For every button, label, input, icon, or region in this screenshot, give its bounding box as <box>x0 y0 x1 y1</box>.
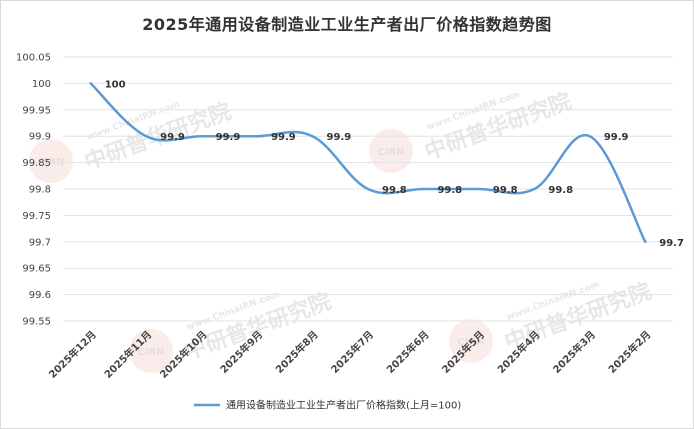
watermark-logo-circle <box>129 329 173 373</box>
watermark-logo-circle <box>449 319 493 363</box>
data-label: 99.9 <box>327 132 352 143</box>
legend: 通用设备制造业工业生产者出厂价格指数(上月=100) <box>194 399 461 412</box>
x-tick-label: 2025年8月 <box>273 328 321 376</box>
data-label: 100 <box>105 79 126 90</box>
x-tick-label: 2025年6月 <box>384 328 432 376</box>
chart-title: 2025年通用设备制造业工业生产者出厂价格指数趋势图 <box>142 15 552 34</box>
watermark-logo: CIRN <box>457 337 484 348</box>
legend-label: 通用设备制造业工业生产者出厂价格指数(上月=100) <box>226 399 461 412</box>
watermark-logo: CIRN <box>377 147 404 158</box>
data-label: 99.9 <box>160 132 185 143</box>
data-label: 99.7 <box>659 238 684 249</box>
y-tick-label: 100 <box>32 79 51 90</box>
y-tick-label: 99.6 <box>29 290 51 301</box>
y-tick-label: 99.8 <box>29 185 51 196</box>
data-label: 99.8 <box>548 185 573 196</box>
y-tick-label: 99.75 <box>22 211 51 222</box>
data-labels: 100 99.9 99.9 99.9 99.9 99.8 99.8 99.8 99.8 99.9 9… <box>105 79 684 248</box>
data-label: 99.8 <box>382 185 407 196</box>
y-tick-label: 99.7 <box>29 237 51 248</box>
x-tick-label: 2025年12月 <box>46 328 99 381</box>
watermark-logo: CIRN <box>137 347 164 358</box>
data-label: 99.8 <box>493 185 518 196</box>
data-label: 99.9 <box>604 132 629 143</box>
x-tick-label: 2025年2月 <box>605 328 653 376</box>
y-tick-label: 100.05 <box>16 53 51 64</box>
data-label: 99.9 <box>216 132 241 143</box>
y-tick-label: 99.55 <box>22 317 51 328</box>
data-label: 99.9 <box>271 132 296 143</box>
x-tick-label: 2025年7月 <box>328 328 376 376</box>
y-tick-label: 99.9 <box>29 132 51 143</box>
series-layer <box>89 82 647 244</box>
data-label: 99.8 <box>437 185 462 196</box>
watermark-logo: CIRN <box>37 157 64 168</box>
y-axis-ticks: 100.05 100 99.95 99.9 99.85 99.8 99.75 99.7 99.6… <box>16 53 51 328</box>
watermark-logo-circle <box>29 139 73 183</box>
watermark-logo-circle <box>369 129 413 173</box>
y-tick-label: 99.95 <box>22 105 51 116</box>
series-line <box>89 82 647 244</box>
y-tick-label: 99.85 <box>22 158 51 169</box>
y-tick-label: 99.65 <box>22 264 51 275</box>
